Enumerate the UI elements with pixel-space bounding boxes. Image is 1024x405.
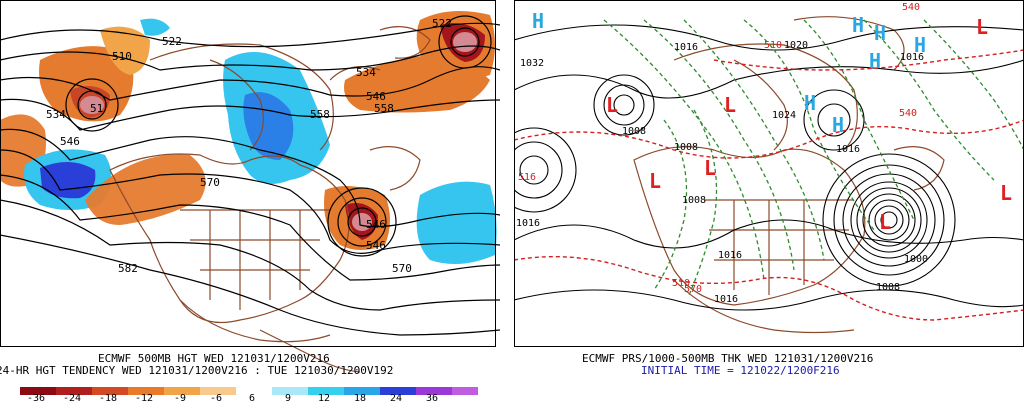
left-title-line-2: 24-HR HGT TENDENCY WED 121031/1200V216 :… (0, 364, 394, 377)
height-tendency-shading (0, 11, 497, 264)
isobars (491, 24, 1024, 311)
contour-label: 570 (200, 176, 220, 189)
high-center-marker: H (874, 21, 886, 45)
legend-label: -24 (62, 393, 82, 404)
thickness-warm-lines (513, 49, 1024, 321)
contour-label: 558 (310, 108, 330, 121)
legend-swatch (308, 387, 344, 395)
legend-label: -36 (26, 393, 46, 404)
low-center-marker: L (879, 210, 891, 234)
thickness-label-group: 510 540 570 510 540 516 (518, 2, 920, 295)
contour-label: 522 (432, 17, 452, 30)
pressure-centers: L L L L L L L H H H H H H H (532, 9, 1012, 234)
right-title-line-2: INITIAL TIME = 121022/1200F216 (641, 364, 840, 377)
legend-label: 12 (317, 393, 331, 404)
thickness-label: 516 (518, 172, 536, 183)
isobar-label: 1016 (714, 294, 738, 305)
isobar-label: 1016 (836, 144, 860, 155)
contour-label: 570 (392, 262, 412, 275)
legend-label: -6 (209, 393, 223, 404)
legend-swatch (92, 387, 128, 395)
legend-swatch (236, 387, 272, 395)
high-center-marker: H (914, 33, 926, 57)
isobar-label: 1000 (904, 254, 928, 265)
thickness-label: 540 (902, 2, 920, 13)
low-center-marker: L (976, 15, 988, 39)
isobar-label: 1008 (682, 195, 706, 206)
legend-label: -18 (98, 393, 118, 404)
legend-label: 6 (248, 393, 256, 404)
isobar-label: 1024 (772, 110, 796, 121)
thickness-label: 510 (672, 278, 690, 289)
isobar-label: 1016 (718, 250, 742, 261)
contour-label: 546 (60, 135, 80, 148)
high-center-marker: H (869, 49, 881, 73)
left-map-canvas: 522 522 510 534 546 51 546 558 570 582 5… (0, 0, 501, 385)
legend-swatch (20, 387, 56, 395)
legend-swatch (416, 387, 452, 395)
legend-label: 36 (425, 393, 439, 404)
legend-swatch (164, 387, 200, 395)
high-center-marker: H (852, 13, 864, 37)
high-center-marker: H (532, 9, 544, 33)
contour-label: 51 (90, 102, 103, 115)
contour-label: 534 (356, 66, 376, 79)
isobar-label-group: 1016 1020 1024 1016 1032 1008 1008 1016 … (516, 40, 928, 305)
thickness-label: 540 (899, 108, 917, 119)
legend-label: 24 (389, 393, 403, 404)
contour-label: 522 (162, 35, 182, 48)
thickness-label: 510 (764, 40, 782, 51)
geographic-borders (633, 16, 945, 334)
legend-swatch (56, 387, 92, 395)
legend-swatch (452, 387, 478, 395)
isobar-label: 1016 (900, 52, 924, 63)
isobar-label: 1032 (520, 58, 544, 69)
low-center-marker: L (606, 93, 618, 117)
left-map-panel: 522 522 510 534 546 51 546 558 570 582 5… (0, 0, 501, 405)
legend-label: 9 (284, 393, 292, 404)
isobar-label: 1016 (674, 42, 698, 53)
legend-label: -9 (173, 393, 187, 404)
right-map-canvas: L L L L L L L H H H H H H H 1016 1020 10… (491, 0, 1024, 350)
low-center-marker: L (724, 93, 736, 117)
height-contours (0, 15, 501, 336)
legend-label: 18 (353, 393, 367, 404)
contour-label-group: 522 522 510 534 546 51 546 558 570 582 5… (46, 17, 452, 275)
low-center-marker: L (1000, 181, 1012, 205)
isobar-label: 1020 (784, 40, 808, 51)
contour-label: 534 (46, 108, 66, 121)
contour-label: 582 (118, 262, 138, 275)
contour-label: 546 (366, 239, 386, 252)
low-center-marker: L (704, 156, 716, 180)
legend-swatch (344, 387, 380, 395)
isobar-label: 1016 (516, 218, 540, 229)
thickness-label: 570 (684, 284, 702, 295)
contour-label: 510 (112, 50, 132, 63)
contour-label: 546 (366, 90, 386, 103)
isobar-label: 1008 (622, 126, 646, 137)
tendency-color-legend: -36 -24 -18 -12 -9 -6 6 9 12 18 24 36 (0, 385, 500, 405)
legend-label: -12 (134, 393, 154, 404)
low-center-marker: L (649, 169, 661, 193)
isobar-label: 1008 (876, 282, 900, 293)
right-map-panel: L L L L L L L H H H H H H H 1016 1020 10… (491, 0, 1024, 405)
high-center-marker: H (832, 113, 844, 137)
high-center-marker: H (804, 91, 816, 115)
right-title-line-1: ECMWF PRS/1000-500MB THK WED 121031/1200… (582, 352, 874, 365)
legend-swatch (272, 387, 308, 395)
contour-label: 546 (366, 218, 386, 231)
legend-swatch (200, 387, 236, 395)
legend-swatch (128, 387, 164, 395)
isobar-label: 1008 (674, 142, 698, 153)
left-title-line-1: ECMWF 500MB HGT WED 121031/1200V216 (98, 352, 330, 365)
thickness-cold-lines (603, 19, 1024, 296)
contour-label: 558 (374, 102, 394, 115)
legend-swatch (380, 387, 416, 395)
